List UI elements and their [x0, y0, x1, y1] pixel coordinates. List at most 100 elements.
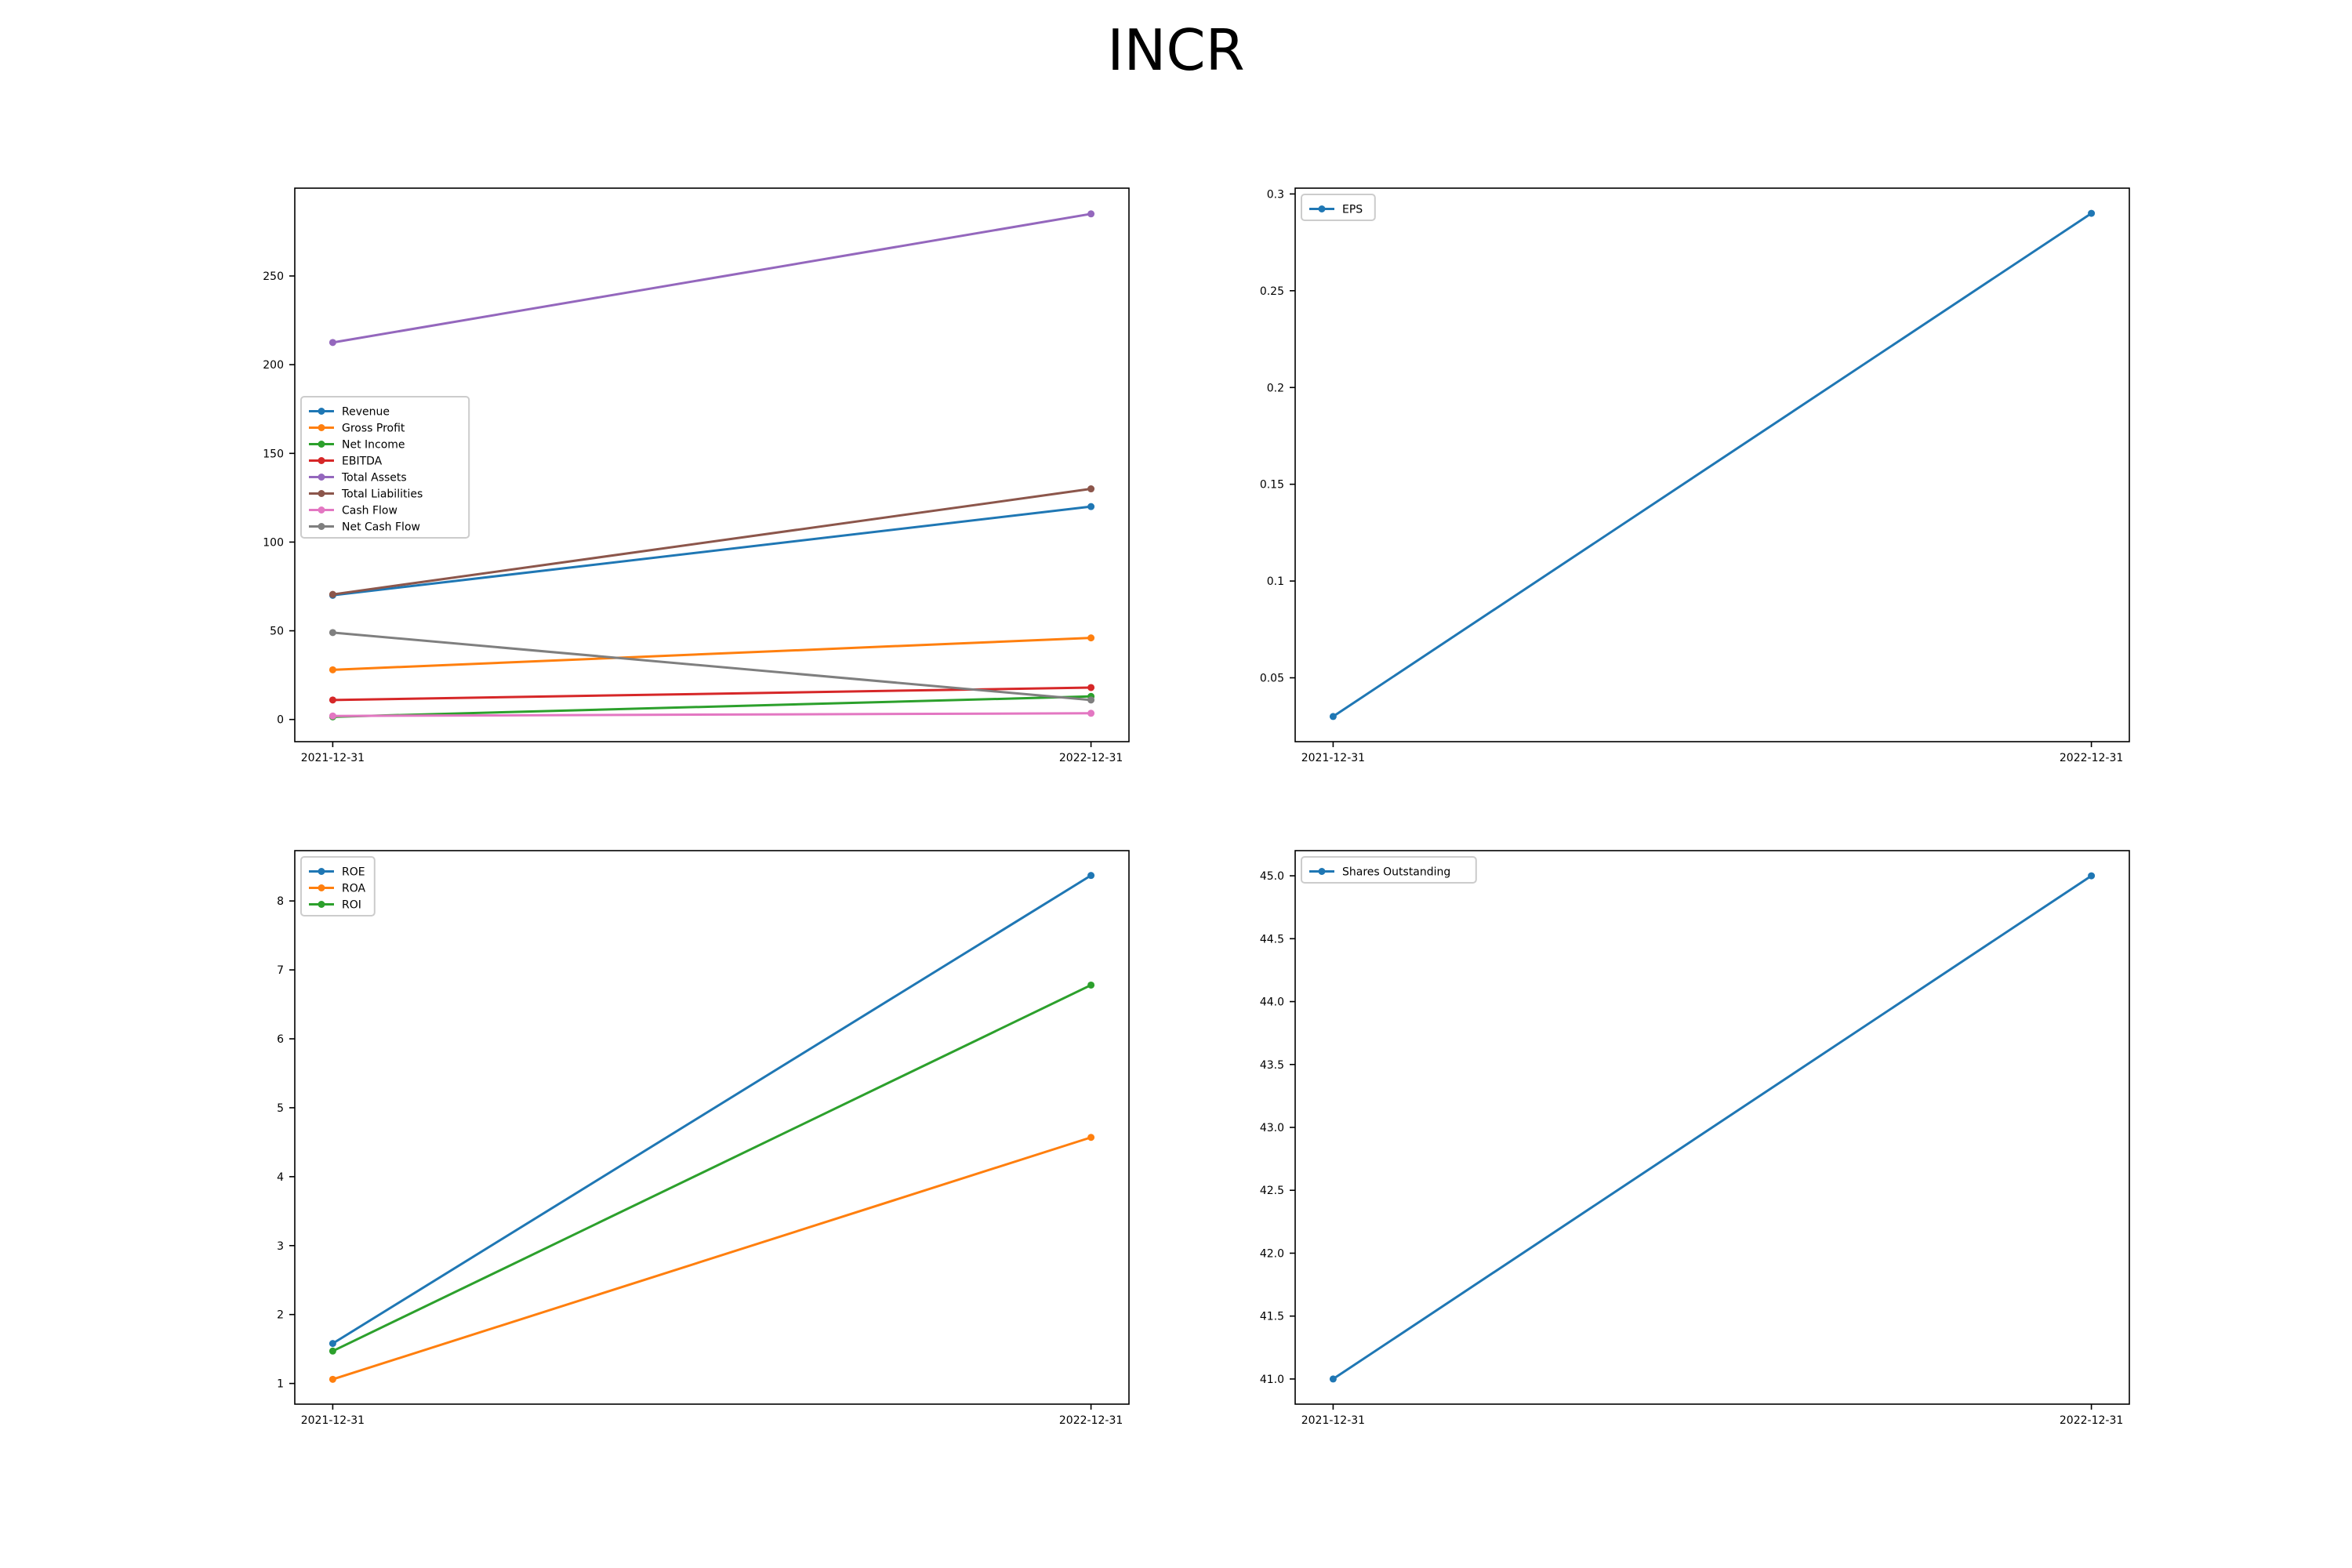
- legend-label: Cash Flow: [342, 505, 397, 517]
- chart-financials: 2021-12-31 2022-12-31 0 50 100 150 200 250 Reven…: [263, 187, 1130, 764]
- legend-label: Shares Outstanding: [1342, 866, 1450, 879]
- data-point: [1087, 710, 1095, 717]
- y-tick-label: 42.0: [1260, 1247, 1284, 1260]
- legend: Revenue Gross Profit Net Income EBITDA Total…: [300, 396, 470, 539]
- data-point: [2088, 872, 2096, 880]
- y-tick-label: 41.5: [1260, 1311, 1284, 1323]
- legend-marker: [318, 506, 325, 514]
- series-line-total-assets: [332, 212, 1091, 344]
- legend-label: Net Cash Flow: [342, 521, 420, 534]
- chart-eps: 2021-12-31 2022-12-31 0.05 0.1 0.15 0.2 0.25 0.…: [1260, 187, 2130, 764]
- data-point: [1329, 713, 1337, 720]
- legend-marker: [1318, 205, 1326, 212]
- legend-label: EPS: [1342, 204, 1363, 216]
- y-tick-label: 0.2: [1267, 382, 1284, 394]
- legend: ROE ROA ROI: [300, 856, 376, 916]
- series-line-cash-flow: [332, 712, 1091, 717]
- data-point: [1087, 684, 1095, 691]
- legend-label: Total Assets: [341, 472, 407, 485]
- y-tick-label: 200: [263, 359, 284, 372]
- data-point: [1087, 1134, 1095, 1142]
- legend-label: Total Liabilities: [341, 488, 423, 501]
- x-tick-label: 2022-12-31: [1059, 1414, 1123, 1427]
- legend-label: ROE: [342, 866, 365, 879]
- y-tick-label: 0.15: [1260, 479, 1284, 492]
- legend: Shares Outstanding: [1301, 856, 1477, 884]
- y-tick-label: 0.3: [1267, 188, 1284, 201]
- data-point: [2088, 209, 2096, 217]
- data-point: [328, 590, 336, 598]
- y-tick-label: 44.5: [1260, 933, 1284, 946]
- series-line-net-cash-flow: [332, 631, 1091, 702]
- data-point: [328, 696, 336, 704]
- x-tick-label: 2021-12-31: [301, 1414, 365, 1427]
- data-point: [328, 629, 336, 637]
- legend-box: [1301, 856, 1477, 884]
- data-point: [1087, 872, 1095, 880]
- legend-label: ROI: [342, 899, 361, 912]
- legend-label: Net Income: [342, 439, 405, 452]
- x-tick-label: 2021-12-31: [1301, 752, 1365, 764]
- series-line-eps: [1332, 212, 2092, 718]
- data-point: [328, 1340, 336, 1348]
- data-point: [328, 666, 336, 673]
- y-tick-label: 43.5: [1260, 1059, 1284, 1072]
- x-tick-label: 2022-12-31: [2060, 752, 2123, 764]
- series-line-total-liabilities: [332, 488, 1091, 596]
- x-tick-label: 2021-12-31: [301, 752, 365, 764]
- y-tick-label: 2: [277, 1309, 284, 1322]
- legend-box: [300, 396, 470, 539]
- series-line-roe: [332, 874, 1092, 1345]
- data-point: [1087, 210, 1095, 218]
- series-line-net-income: [332, 695, 1091, 718]
- data-point: [1087, 696, 1095, 704]
- y-tick-label: 0.1: [1267, 575, 1284, 588]
- legend-marker: [318, 490, 325, 497]
- legend-marker: [318, 884, 325, 891]
- data-point: [328, 1375, 336, 1383]
- y-tick-label: 250: [263, 270, 284, 283]
- legend-marker: [318, 424, 325, 431]
- y-tick-label: 4: [277, 1171, 284, 1184]
- series-line-shares-outstanding: [1332, 874, 2092, 1381]
- chart-returns: 2021-12-31 2022-12-31 1 2 3 4 5 6 7 8 ROE ROA ROI: [277, 850, 1130, 1427]
- y-tick-label: 6: [277, 1033, 284, 1046]
- series-line-revenue: [332, 505, 1091, 597]
- axes-frame: [1294, 850, 2130, 1405]
- data-point: [1087, 981, 1095, 989]
- y-tick-label: 50: [270, 626, 284, 638]
- series-line-gross-profit: [332, 637, 1091, 671]
- legend-label: Gross Profit: [342, 423, 405, 435]
- x-tick-label: 2022-12-31: [2060, 1414, 2123, 1427]
- y-tick-label: 0.05: [1260, 673, 1284, 685]
- data-point: [1087, 634, 1095, 642]
- y-tick-label: 5: [277, 1102, 284, 1115]
- axes-frame: [294, 187, 1130, 742]
- y-tick-label: 7: [277, 964, 284, 977]
- data-point: [1329, 1375, 1337, 1383]
- y-tick-label: 150: [263, 448, 284, 460]
- legend-marker: [318, 901, 325, 908]
- data-point: [328, 1347, 336, 1355]
- series-line-roi: [332, 984, 1092, 1352]
- legend-marker: [318, 457, 325, 464]
- y-tick-label: 43.0: [1260, 1122, 1284, 1134]
- y-tick-label: 42.5: [1260, 1185, 1284, 1197]
- legend-label: Revenue: [342, 406, 390, 419]
- legend-box: [1301, 194, 1376, 221]
- legend-marker: [318, 523, 325, 530]
- x-tick-label: 2021-12-31: [1301, 1414, 1365, 1427]
- y-tick-label: 41.0: [1260, 1374, 1284, 1386]
- legend: EPS: [1301, 194, 1376, 221]
- legend-marker: [318, 474, 325, 481]
- y-tick-label: 0.25: [1260, 285, 1284, 298]
- data-point: [328, 712, 336, 720]
- y-tick-label: 3: [277, 1240, 284, 1253]
- chart-shares-outstanding: 2021-12-31 2022-12-31 41.0 41.5 42.0 42.5 43.0…: [1260, 850, 2130, 1427]
- series-line-roa: [332, 1136, 1092, 1381]
- y-tick-label: 100: [263, 536, 284, 549]
- data-point: [1087, 485, 1095, 493]
- x-tick-label: 2022-12-31: [1059, 752, 1123, 764]
- figure-title: INCR: [1107, 17, 1245, 83]
